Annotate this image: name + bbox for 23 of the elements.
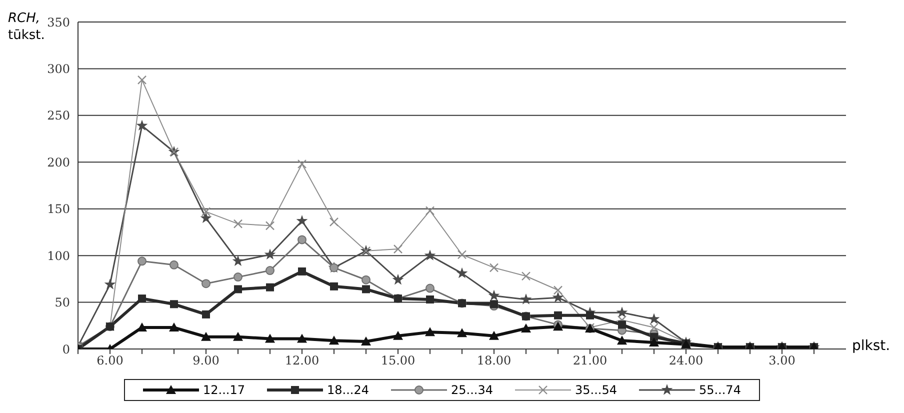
x-tick-label: 18.00 (476, 354, 512, 368)
legend-label: 12...17 (203, 383, 246, 397)
x-tick-label: 24.00 (668, 354, 704, 368)
y-tick-label: 350 (47, 15, 70, 30)
y-tick-label: 300 (47, 62, 70, 76)
x-tick-label: 6.00 (96, 354, 124, 368)
x-tick-label: 3.00 (768, 354, 796, 368)
legend-label: 18...24 (327, 383, 369, 397)
y-axis-title: RCH, tūkst. (8, 10, 45, 44)
y-tick-label: 250 (47, 108, 70, 123)
legend-label: 25...34 (451, 383, 493, 397)
x-tick-label: 21.00 (572, 354, 608, 368)
y-tick-label: 150 (47, 202, 70, 216)
legend-label: 55...74 (698, 383, 741, 397)
x-axis-title: plkst. (852, 338, 890, 354)
x-tick-label: 12.00 (284, 354, 320, 368)
x-tick-label: 9.00 (192, 354, 220, 368)
y-tick-label: 100 (47, 248, 70, 263)
x-tick-label: 15.00 (380, 354, 416, 368)
legend-label: 35...54 (574, 383, 617, 397)
y-tick-label: 50 (54, 296, 70, 310)
y-tick-label: 0 (62, 342, 70, 356)
y-tick-label: 200 (47, 155, 70, 170)
